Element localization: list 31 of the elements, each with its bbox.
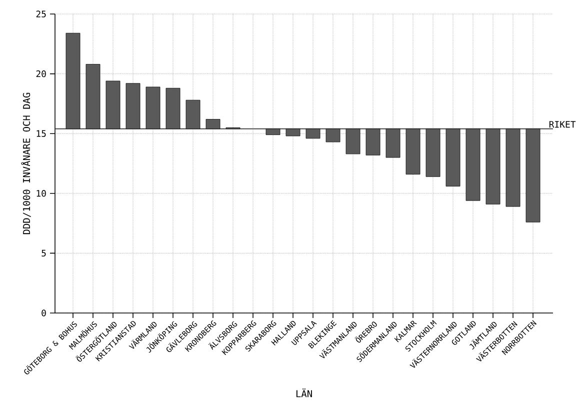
y-tick-label: 0: [42, 310, 46, 316]
y-tick-label: 20: [36, 70, 46, 78]
bar: [366, 128, 380, 156]
bar: [406, 128, 420, 174]
bar: [126, 83, 140, 130]
y-axis-title: DDD/1000 INVÅNARE OCH DAG: [21, 92, 31, 234]
bar: [426, 128, 440, 177]
bar: [446, 128, 460, 186]
bar: [206, 119, 220, 130]
bar: [186, 100, 200, 130]
bar: [326, 128, 340, 142]
bar: [306, 128, 320, 139]
bar: [486, 128, 500, 204]
bar: [506, 128, 520, 207]
bar: [526, 128, 540, 222]
x-axis-title: LÄN: [296, 388, 312, 398]
y-tick-label: 5: [42, 250, 46, 257]
y-tick-label: 25: [36, 10, 46, 18]
ref-line-label: RIKET: [549, 121, 576, 128]
bar: [386, 128, 400, 158]
bar: [466, 128, 480, 201]
bar: [106, 80, 120, 130]
y-tick-label: 10: [36, 190, 46, 197]
bar: [146, 86, 160, 130]
bar: [286, 128, 300, 136]
bar: [86, 64, 100, 130]
bar: [66, 32, 80, 130]
bar: [166, 88, 180, 130]
bar: [266, 128, 280, 135]
y-tick-label: 15: [36, 130, 46, 137]
bar: [346, 128, 360, 154]
